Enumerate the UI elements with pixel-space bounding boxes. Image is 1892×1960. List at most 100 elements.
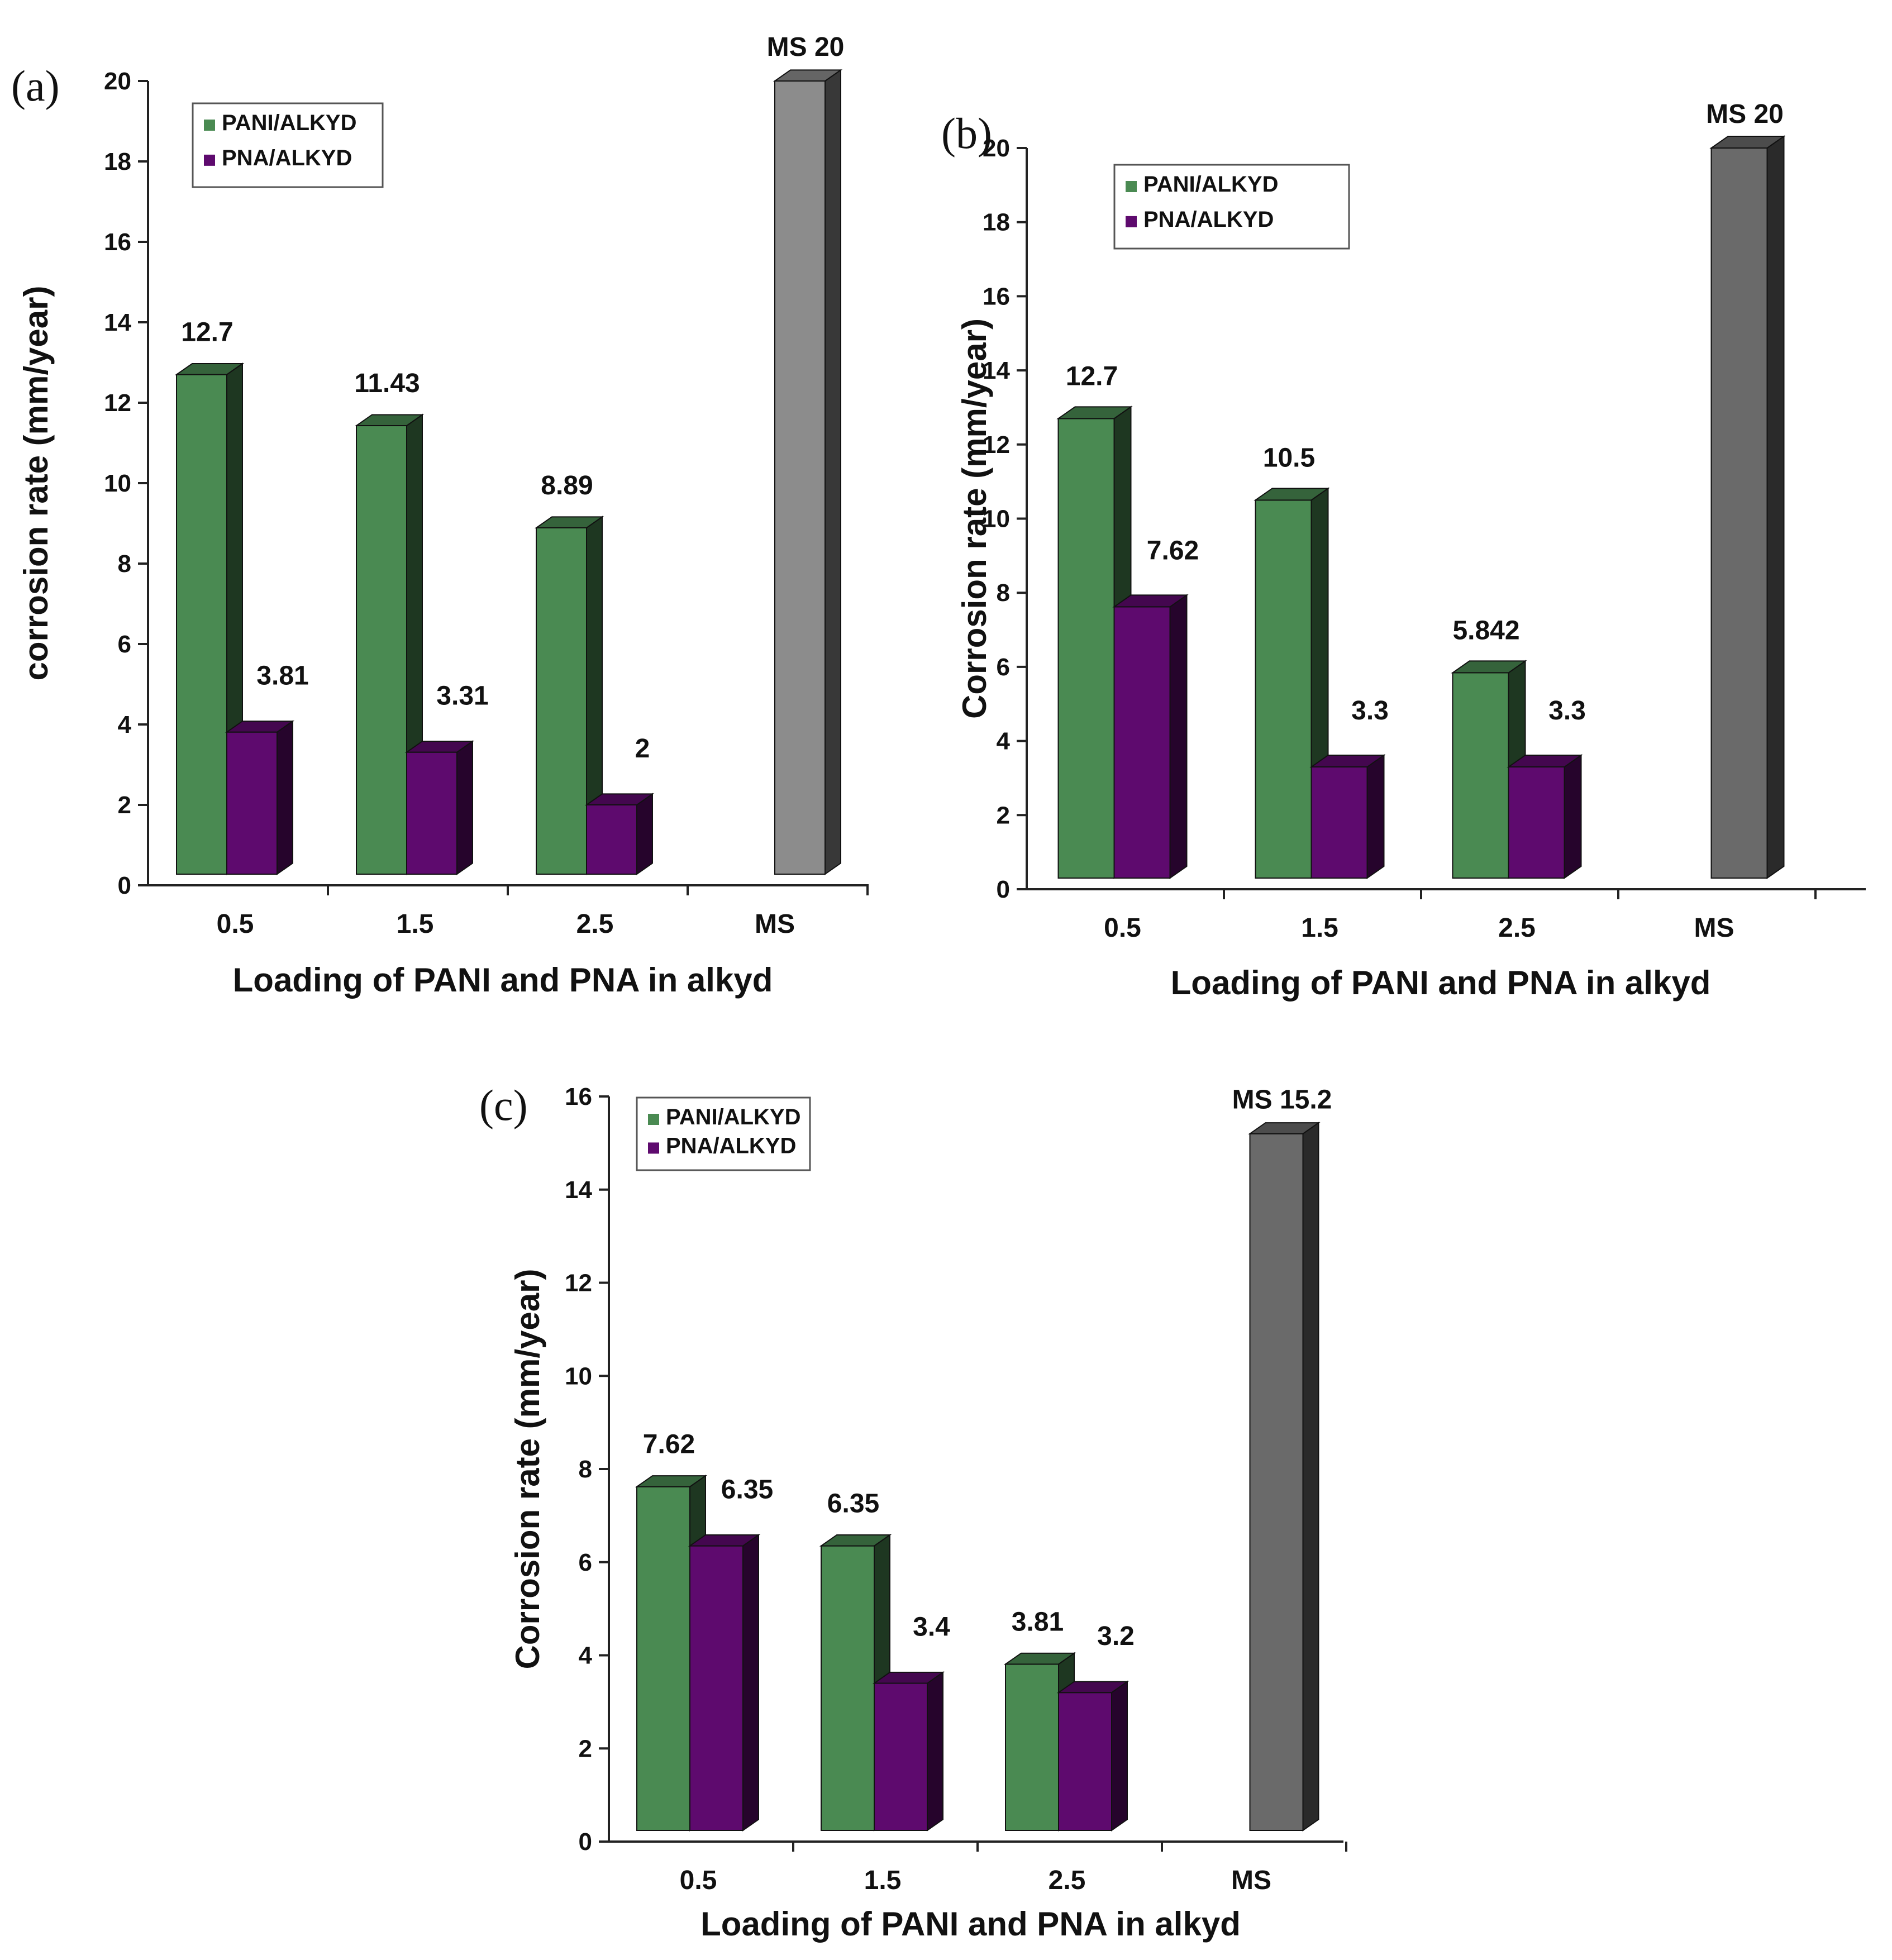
y-tick-label: 0: [579, 1828, 592, 1856]
x-axis-title: Loading of PANI and PNA in alkyd: [1171, 964, 1711, 1002]
bar-front: [1255, 499, 1312, 879]
bar-pna-alkyd-0.5: [688, 1534, 761, 1832]
data-label: MS 20: [767, 32, 845, 62]
y-tick-label: 8: [997, 579, 1010, 607]
bar-top: [1254, 488, 1330, 501]
bar-side: [825, 69, 841, 875]
bar-pna-alkyd-2.5: [1056, 1680, 1130, 1832]
y-tick-label: 8: [118, 550, 131, 578]
legend-label: PNA/ALKYD: [1143, 207, 1274, 232]
bar-front: [636, 1486, 690, 1832]
y-tick-label: 4: [118, 711, 132, 738]
bar-top: [1309, 755, 1386, 768]
x-tick-label: 0.5: [217, 909, 254, 939]
data-label: 3.4: [913, 1613, 950, 1642]
y-tick-label: 14: [104, 309, 131, 336]
bar-top: [354, 414, 425, 427]
data-label: MS 20: [1706, 99, 1784, 129]
data-label: 7.62: [643, 1430, 695, 1460]
bar-front: [1113, 606, 1171, 879]
bar-side: [456, 740, 473, 875]
bar-side: [1366, 754, 1385, 879]
y-tick-label: 2: [118, 791, 131, 819]
y-tick-label: 12: [104, 389, 131, 417]
y-tick-label: 4: [579, 1642, 593, 1670]
y-tick-label: 6: [997, 654, 1010, 681]
y-tick-label: 16: [565, 1083, 592, 1110]
bar-top: [1003, 1652, 1076, 1665]
bar-front: [1057, 418, 1115, 879]
data-label: 3.2: [1097, 1622, 1135, 1651]
panel-label: (a): [11, 61, 60, 110]
legend-label: PNA/ALKYD: [222, 146, 352, 170]
legend-label: PANI/ALKYD: [666, 1105, 800, 1129]
y-tick-label: 16: [983, 283, 1010, 310]
bar-front: [821, 1545, 875, 1832]
bar-top: [635, 1475, 708, 1487]
legend-swatch: [648, 1114, 659, 1125]
x-tick-label: 0.5: [1104, 913, 1141, 943]
legend-label: PANI/ALKYD: [1143, 172, 1278, 197]
legend: PANI/ALKYD PNA/ALKYD: [636, 1096, 811, 1171]
bar-side: [1111, 1680, 1128, 1832]
data-label: 11.43: [354, 369, 420, 398]
bar-front: [406, 751, 457, 875]
y-tick-label: 6: [579, 1549, 592, 1576]
chart-panel-3: 0 2 4 6 8 10 12 14 16 0.5 1.5 2.5 MS 7.62 6.35 6.35 3.4 3…: [479, 1081, 1347, 1943]
bar-front: [1452, 672, 1509, 879]
bar-front: [874, 1682, 928, 1831]
y-tick-label: 18: [983, 209, 1010, 236]
bar-front: [586, 804, 637, 875]
y-tick-label: 12: [983, 431, 1010, 459]
y-tick-label: 10: [983, 506, 1010, 533]
x-tick-label: 2.5: [1498, 913, 1536, 943]
legend-swatch: [204, 120, 215, 131]
bar-top: [174, 363, 245, 375]
data-label: 6.35: [827, 1489, 879, 1519]
bar-pna-alkyd-1.5: [872, 1671, 945, 1832]
bar-side: [1766, 135, 1785, 879]
legend-label: PANI/ALKYD: [222, 111, 356, 135]
chart-panel-1: 0 2 4 6 8 10 12 14 16 18 20 0.5 1.5 2.5 MS 12.7 3.81 11.4…: [11, 32, 869, 999]
legend: PANI/ALKYD PNA/ALKYD: [192, 102, 384, 188]
y-tick-label: 20: [104, 68, 131, 95]
y-tick-label: 6: [118, 631, 131, 658]
bar-top: [1248, 1122, 1321, 1134]
panel-label: (c): [479, 1081, 528, 1129]
x-tick-label: MS: [1694, 913, 1734, 943]
x-axis-title: Loading of PANI and PNA in alkyd: [700, 1905, 1241, 1943]
bar-front: [1249, 1133, 1304, 1831]
x-tick-label: 1.5: [864, 1866, 902, 1895]
y-tick-label: 14: [983, 357, 1010, 384]
data-label: 3.3: [1351, 696, 1389, 726]
bar-front: [1005, 1663, 1059, 1832]
y-tick-label: 0: [118, 872, 131, 899]
panel-label: (b): [941, 109, 992, 158]
legend-box: [1113, 164, 1350, 250]
bar-pna-alkyd-0.5: [225, 720, 295, 875]
bar-front: [1710, 147, 1768, 879]
bar-top: [1056, 406, 1133, 419]
bar-top: [1709, 136, 1786, 149]
legend-swatch: [648, 1142, 659, 1154]
x-tick-label: 2.5: [1049, 1866, 1086, 1895]
bar-top: [1507, 755, 1583, 768]
data-label: 7.62: [1147, 536, 1199, 565]
y-tick-label: 20: [983, 135, 1010, 162]
bar-ms-MS: [1709, 135, 1786, 879]
y-axis-title: corrosion rate (mm/year): [17, 286, 55, 681]
x-tick-label: 0.5: [680, 1866, 717, 1895]
y-tick-label: 4: [997, 728, 1011, 755]
legend-box: [636, 1096, 811, 1171]
legend-swatch: [204, 154, 215, 166]
bar-side: [1564, 754, 1582, 879]
y-tick-label: 8: [579, 1456, 592, 1483]
data-label: 2: [635, 734, 650, 764]
bar-top: [1112, 594, 1189, 608]
y-tick-label: 12: [565, 1270, 592, 1297]
bar-side: [927, 1671, 943, 1832]
bar-top: [1056, 1681, 1130, 1694]
x-tick-label: MS: [755, 909, 795, 939]
y-tick-label: 16: [104, 228, 131, 256]
